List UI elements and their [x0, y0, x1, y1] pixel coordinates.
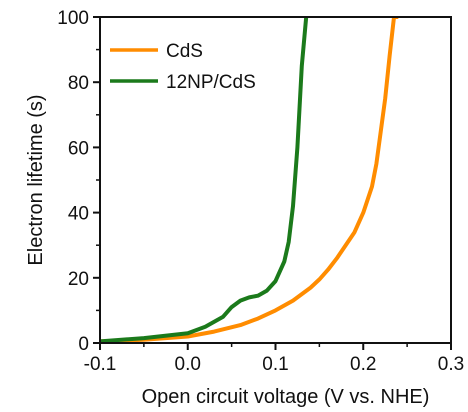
legend-label-12np-cds: 12NP/CdS [166, 72, 256, 93]
series-line-cds [100, 17, 399, 343]
axes-layer: -0.1 0.0 0.1 0.2 0.3 0 20 40 60 80 100 [57, 8, 464, 375]
y-tick-label: 60 [68, 138, 89, 159]
y-tick-label: 20 [68, 269, 89, 290]
legend: CdS 12NP/CdS [110, 41, 256, 93]
x-tick-label: 0.1 [262, 354, 288, 375]
x-tick-label: 0.0 [175, 354, 201, 375]
y-tick-label: 40 [68, 204, 89, 225]
x-tick-label: 0.2 [350, 354, 376, 375]
y-tick-label: 80 [68, 73, 89, 94]
y-tick-label: 100 [57, 8, 89, 29]
x-tick-label: 0.3 [438, 354, 464, 375]
series-layer [100, 17, 399, 343]
legend-label-cds: CdS [166, 41, 203, 62]
y-tick-label: 0 [78, 334, 89, 355]
x-tick-label: -0.1 [84, 354, 117, 375]
series-line-12np-cds [100, 17, 309, 343]
plot-frame [99, 16, 452, 344]
y-axis-title: Electron lifetime (s) [25, 94, 47, 265]
x-axis-title: Open circuit voltage (V vs. NHE) [142, 386, 430, 408]
